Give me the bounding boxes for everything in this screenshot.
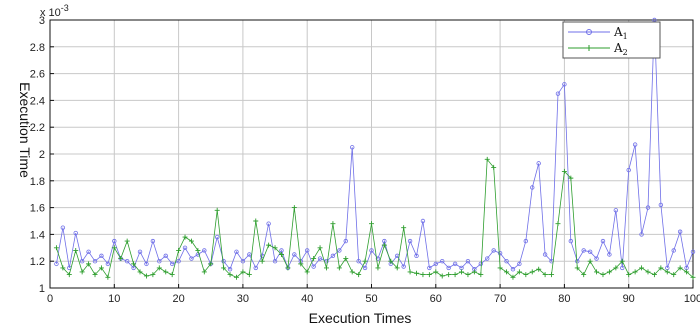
- x-tick-label: 80: [558, 293, 570, 305]
- data-point: [292, 205, 297, 210]
- chart-grid: [50, 20, 693, 288]
- y-axis-exponent: x 10-3: [40, 3, 69, 19]
- data-point: [176, 248, 181, 253]
- y-tick-label: 1.2: [30, 256, 45, 268]
- data-point: [478, 272, 483, 277]
- y-tick-label: 2.8: [30, 42, 45, 54]
- data-point: [253, 219, 258, 224]
- data-point: [498, 265, 503, 270]
- data-point: [215, 208, 220, 213]
- legend-label-a2-sub: 2: [623, 48, 628, 57]
- x-tick-label: 0: [47, 293, 53, 305]
- legend: A1 A2: [563, 22, 660, 58]
- x-tick-label: 40: [301, 293, 313, 305]
- y-tick-label: 1: [39, 283, 45, 295]
- data-point: [607, 269, 612, 274]
- data-point: [73, 248, 78, 253]
- data-point: [163, 269, 168, 274]
- data-point: [125, 239, 130, 244]
- data-point: [465, 272, 470, 277]
- data-point: [453, 272, 458, 277]
- data-point: [195, 248, 200, 253]
- data-point: [337, 265, 342, 270]
- data-point: [555, 221, 560, 226]
- data-point: [639, 265, 644, 270]
- legend-label-a2-name: A: [613, 41, 623, 55]
- data-point: [645, 269, 650, 274]
- x-tick-label: 30: [237, 293, 249, 305]
- data-point: [54, 245, 59, 250]
- data-point: [414, 271, 419, 276]
- x-tick-label: 100: [684, 293, 700, 305]
- data-point: [318, 245, 323, 250]
- data-point: [633, 269, 638, 274]
- data-point: [105, 275, 110, 280]
- data-point: [324, 265, 329, 270]
- data-point: [118, 256, 123, 261]
- data-point: [343, 256, 348, 261]
- data-point: [189, 239, 194, 244]
- data-point: [594, 269, 599, 274]
- data-point: [369, 221, 374, 226]
- data-point: [549, 272, 554, 277]
- y-axis-exponent-base: x 10: [40, 7, 61, 19]
- data-point: [311, 256, 316, 261]
- y-tick-label: 1.4: [30, 229, 45, 241]
- data-point: [626, 272, 631, 277]
- data-point: [144, 273, 149, 278]
- data-point: [266, 243, 271, 248]
- y-tick-label: 2.6: [30, 69, 45, 81]
- data-point: [183, 235, 188, 240]
- data-point: [408, 269, 413, 274]
- data-point: [600, 272, 605, 277]
- x-tick-label: 10: [108, 293, 120, 305]
- data-point: [530, 269, 535, 274]
- data-point: [665, 269, 670, 274]
- data-point: [420, 272, 425, 277]
- x-tick-label: 50: [365, 293, 377, 305]
- x-tick-label: 60: [430, 293, 442, 305]
- y-tick-label: 2: [39, 149, 45, 161]
- legend-label-a1-sub: 1: [623, 32, 628, 41]
- data-point: [285, 265, 290, 270]
- data-point: [375, 265, 380, 270]
- data-point: [401, 225, 406, 230]
- y-axis-exponent-power: -3: [61, 3, 69, 13]
- data-point: [356, 272, 361, 277]
- data-point: [350, 269, 355, 274]
- data-point: [459, 269, 464, 274]
- data-point: [427, 272, 432, 277]
- y-tick-label: 1.6: [30, 203, 45, 215]
- x-tick-label: 20: [172, 293, 184, 305]
- data-point: [523, 272, 528, 277]
- legend-label-a1-name: A: [613, 25, 623, 39]
- x-tick-label: 90: [623, 293, 635, 305]
- data-point: [433, 269, 438, 274]
- data-point: [247, 272, 252, 277]
- data-point: [588, 259, 593, 264]
- x-axis-title: Execution Times: [309, 310, 412, 326]
- legend-box: [563, 22, 660, 58]
- data-point: [170, 272, 175, 277]
- data-point: [440, 273, 445, 278]
- data-point: [446, 272, 451, 277]
- x-tick-label: 70: [494, 293, 506, 305]
- data-point: [330, 221, 335, 226]
- y-axis-title: Execution Time: [17, 82, 33, 178]
